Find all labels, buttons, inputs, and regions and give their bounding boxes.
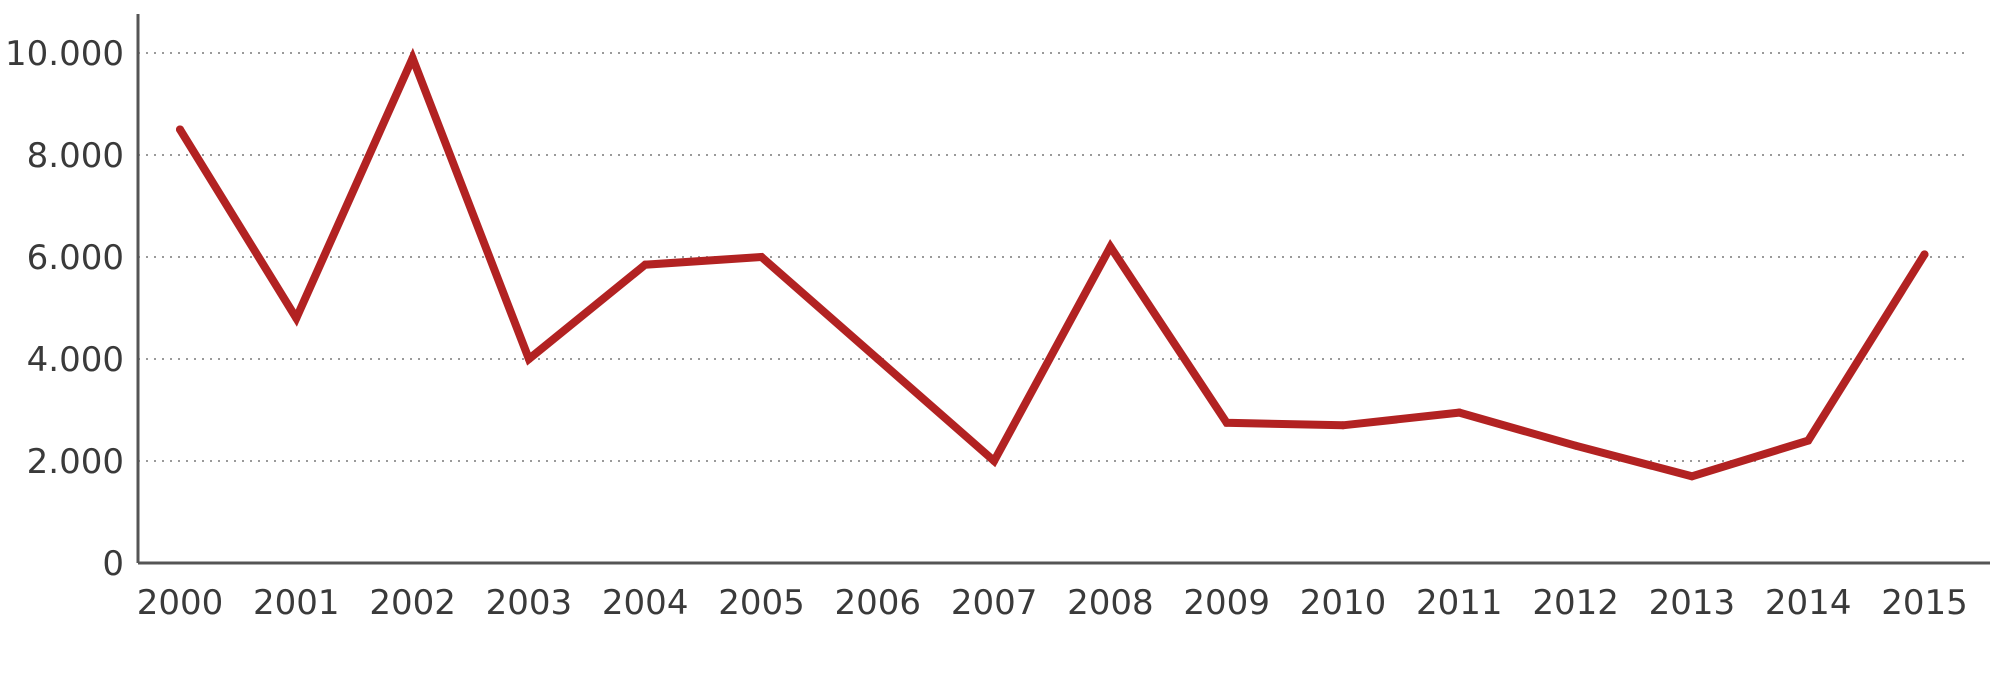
- x-tick-label: 2014: [1765, 583, 1852, 623]
- x-tick-label: 2006: [835, 583, 922, 623]
- x-tick-label: 2011: [1416, 583, 1503, 623]
- x-tick-label: 2008: [1067, 583, 1154, 623]
- x-tick-labels: 2000 2001 2002 2003 2004 2005 2006 2007 2008 2009…: [137, 583, 1968, 623]
- data-point-2007: [990, 457, 999, 465]
- x-tick-label: 2010: [1300, 583, 1387, 623]
- data-point-2000: [176, 125, 184, 134]
- x-tick-label: 2002: [369, 583, 456, 623]
- axes: [136, 14, 1990, 565]
- y-tick-label: 2.000: [27, 442, 124, 482]
- series-lines: [176, 47, 1929, 481]
- data-point-2004: [641, 260, 650, 269]
- data-point-2002: [408, 54, 417, 63]
- data-point-2014: [1804, 436, 1813, 445]
- data-point-2009: [1222, 418, 1231, 427]
- x-tick-label: 2005: [718, 583, 805, 623]
- y-tick-label: 6.000: [27, 238, 124, 278]
- data-point-2013: [1687, 472, 1696, 481]
- y-tick-label: 8.000: [27, 136, 124, 176]
- data-point-2006: [873, 355, 882, 363]
- data-point-2001: [292, 314, 301, 323]
- y-tick-label: 10.000: [5, 34, 124, 74]
- x-tick-label: 2000: [137, 583, 224, 623]
- x-tick-label: 2013: [1649, 583, 1736, 623]
- x-tick-label: 2009: [1183, 583, 1270, 623]
- y-tick-labels: 0 2.000 4.000 6.000 8.000 10.000: [5, 34, 124, 584]
- data-point-2012: [1571, 441, 1580, 450]
- x-tick-label: 2012: [1532, 583, 1619, 623]
- series-line: [176, 47, 1929, 481]
- data-point-2008: [1106, 242, 1115, 251]
- data-point-2011: [1455, 408, 1464, 417]
- data-point-2005: [757, 253, 766, 261]
- x-tick-label: 2001: [253, 583, 340, 623]
- data-point-2010: [1339, 421, 1347, 430]
- x-tick-label: 2007: [951, 583, 1038, 623]
- x-tick-label: 2003: [486, 583, 573, 623]
- x-tick-label: 2004: [602, 583, 689, 623]
- y-tick-label: 0: [102, 544, 124, 584]
- grid-lines: [138, 52, 1968, 462]
- x-tick-label: 2015: [1881, 583, 1968, 623]
- data-point-2015: [1920, 250, 1929, 259]
- data-point-2003: [524, 355, 533, 363]
- y-tick-label: 4.000: [27, 340, 124, 380]
